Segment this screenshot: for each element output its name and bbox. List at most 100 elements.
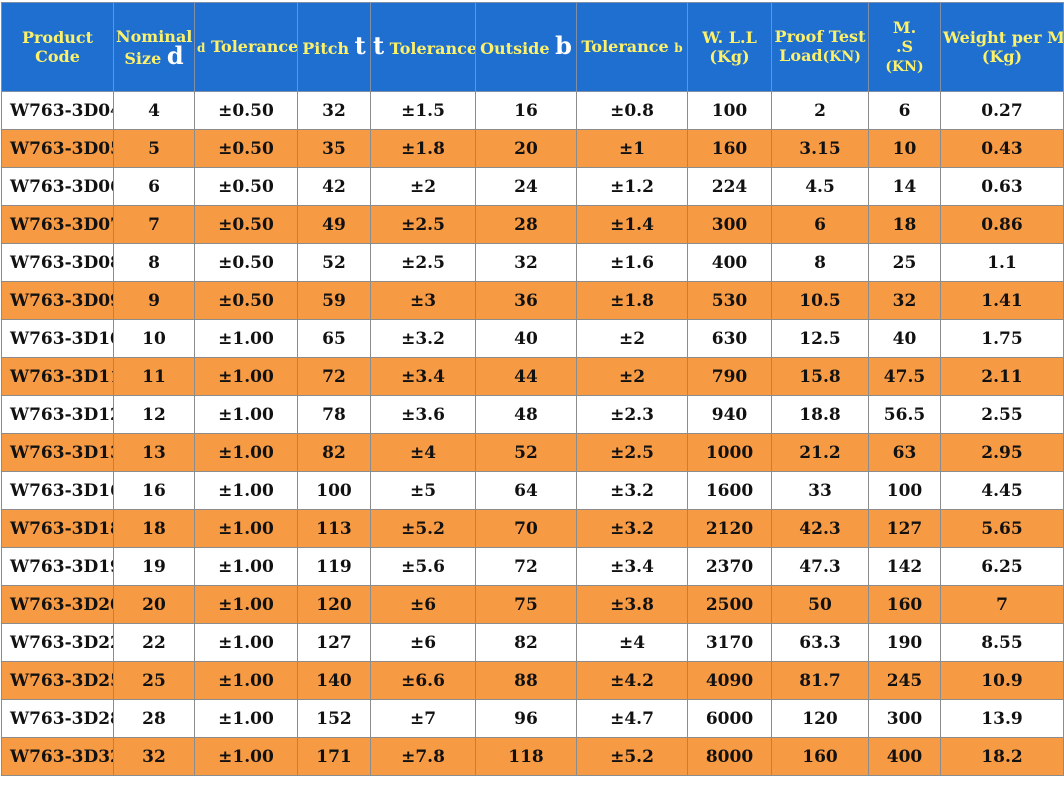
cell-ms: 40 [868, 319, 941, 358]
cell-wll: 1000 [687, 433, 772, 472]
cell-wll: 530 [687, 281, 772, 320]
table-row: W763-3D05 5 ±0.50 35 ±1.8 20 ±1 160 3.15 10 0.43 [1, 129, 1064, 168]
cell-wll: 224 [687, 167, 772, 206]
cell-product-code: W763-3D11 [1, 357, 114, 396]
cell-t-tolerance: ±1.5 [370, 91, 476, 130]
cell-product-code: W763-3D10 [1, 319, 114, 358]
cell-product-code: W763-3D16 [1, 471, 114, 510]
header-text: (Kg) [981, 47, 1023, 66]
cell-proof-test-load: 160 [771, 737, 869, 776]
cell-weight-per-m: 0.86 [940, 205, 1064, 244]
cell-weight-per-m: 0.27 [940, 91, 1064, 130]
cell-b-tolerance: ±3.8 [576, 585, 688, 624]
cell-t-tolerance: ±2.5 [370, 205, 476, 244]
cell-pitch: 35 [297, 129, 371, 168]
cell-ms: 400 [868, 737, 941, 776]
table-row: W763-3D22 22 ±1.00 127 ±6 82 ±4 3170 63.3 190 8.55 [1, 623, 1064, 662]
header-text: Weight per M [943, 28, 1064, 47]
cell-d-tolerance: ±1.00 [194, 319, 298, 358]
cell-nominal-size: 28 [113, 699, 195, 738]
cell-d-tolerance: ±1.00 [194, 357, 298, 396]
cell-product-code: W763-3D04 [1, 91, 114, 130]
cell-wll: 2370 [687, 547, 772, 586]
cell-nominal-size: 19 [113, 547, 195, 586]
header-weight-per-m: Weight per M (Kg) [940, 2, 1064, 92]
cell-weight-per-m: 7 [940, 585, 1064, 624]
cell-weight-per-m: 0.63 [940, 167, 1064, 206]
cell-t-tolerance: ±2 [370, 167, 476, 206]
cell-pitch: 113 [297, 509, 371, 548]
cell-nominal-size: 7 [113, 205, 195, 244]
cell-outside: 48 [475, 395, 577, 434]
cell-nominal-size: 8 [113, 243, 195, 282]
cell-proof-test-load: 8 [771, 243, 869, 282]
cell-proof-test-load: 6 [771, 205, 869, 244]
cell-product-code: W763-3D32 [1, 737, 114, 776]
cell-nominal-size: 13 [113, 433, 195, 472]
cell-t-tolerance: ±5.6 [370, 547, 476, 586]
cell-t-tolerance: ±3 [370, 281, 476, 320]
cell-ms: 63 [868, 433, 941, 472]
cell-d-tolerance: ±0.50 [194, 281, 298, 320]
cell-weight-per-m: 5.65 [940, 509, 1064, 548]
cell-outside: 64 [475, 471, 577, 510]
cell-outside: 32 [475, 243, 577, 282]
table-row: W763-3D13 13 ±1.00 82 ±4 52 ±2.5 1000 21.2 63 2.95 [1, 433, 1064, 472]
header-ms: M. .S (KN) [868, 2, 941, 92]
cell-ms: 300 [868, 699, 941, 738]
header-d-tolerance: d Tolerance [194, 2, 298, 92]
cell-ms: 100 [868, 471, 941, 510]
cell-d-tolerance: ±1.00 [194, 395, 298, 434]
cell-d-tolerance: ±0.50 [194, 205, 298, 244]
cell-weight-per-m: 1.41 [940, 281, 1064, 320]
cell-t-tolerance: ±6 [370, 585, 476, 624]
cell-b-tolerance: ±5.2 [576, 737, 688, 776]
cell-pitch: 152 [297, 699, 371, 738]
cell-product-code: W763-3D08 [1, 243, 114, 282]
table-row: W763-3D04 4 ±0.50 32 ±1.5 16 ±0.8 100 2 6 0.27 [1, 91, 1064, 130]
cell-pitch: 119 [297, 547, 371, 586]
cell-outside: 118 [475, 737, 577, 776]
header-text: .S [895, 36, 914, 56]
cell-ms: 127 [868, 509, 941, 548]
cell-b-tolerance: ±1.4 [576, 205, 688, 244]
cell-product-code: W763-3D20 [1, 585, 114, 624]
cell-product-code: W763-3D19 [1, 547, 114, 586]
cell-nominal-size: 32 [113, 737, 195, 776]
table-body: W763-3D04 4 ±0.50 32 ±1.5 16 ±0.8 100 2 6 0.27 W763… [1, 91, 1064, 776]
cell-outside: 72 [475, 547, 577, 586]
table-row: W763-3D28 28 ±1.00 152 ±7 96 ±4.7 6000 120 300 13.… [1, 699, 1064, 738]
cell-b-tolerance: ±4.7 [576, 699, 688, 738]
cell-outside: 36 [475, 281, 577, 320]
header-unit: (KN) [822, 49, 861, 65]
cell-pitch: 120 [297, 585, 371, 624]
header-symbol: b [555, 31, 572, 60]
cell-b-tolerance: ±2.3 [576, 395, 688, 434]
cell-weight-per-m: 10.9 [940, 661, 1064, 700]
cell-proof-test-load: 10.5 [771, 281, 869, 320]
cell-wll: 6000 [687, 699, 772, 738]
cell-wll: 100 [687, 91, 772, 130]
cell-outside: 82 [475, 623, 577, 662]
cell-d-tolerance: ±1.00 [194, 661, 298, 700]
header-symbol: t [373, 31, 385, 60]
header-text: (Kg) [709, 47, 750, 66]
cell-d-tolerance: ±1.00 [194, 433, 298, 472]
cell-proof-test-load: 81.7 [771, 661, 869, 700]
cell-ms: 18 [868, 205, 941, 244]
cell-nominal-size: 18 [113, 509, 195, 548]
header-text: Pitch [302, 39, 350, 58]
cell-product-code: W763-3D07 [1, 205, 114, 244]
cell-nominal-size: 10 [113, 319, 195, 358]
cell-proof-test-load: 21.2 [771, 433, 869, 472]
cell-pitch: 127 [297, 623, 371, 662]
cell-pitch: 65 [297, 319, 371, 358]
header-text: Tolerance [210, 36, 298, 56]
table-row: W763-3D19 19 ±1.00 119 ±5.6 72 ±3.4 2370 47.3 142… [1, 547, 1064, 586]
cell-pitch: 59 [297, 281, 371, 320]
cell-weight-per-m: 2.11 [940, 357, 1064, 396]
table-row: W763-3D12 12 ±1.00 78 ±3.6 48 ±2.3 940 18.8 56.5 2… [1, 395, 1064, 434]
cell-pitch: 100 [297, 471, 371, 510]
chain-spec-table: Product Code Nominal Size d d Tolerance … [1, 2, 1064, 776]
cell-t-tolerance: ±2.5 [370, 243, 476, 282]
